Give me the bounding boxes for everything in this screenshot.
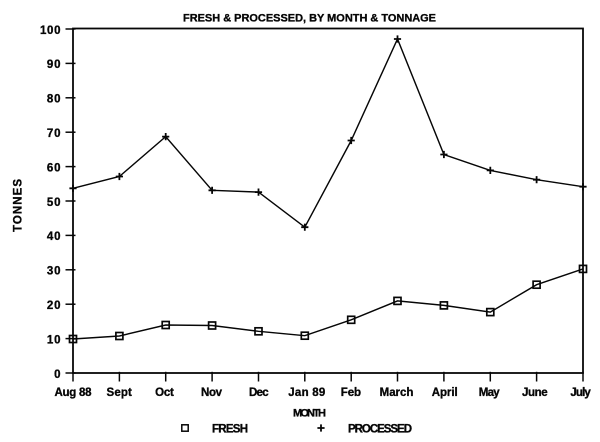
svg-text:FRESH: FRESH [212,423,248,435]
svg-text:March: March [380,387,414,399]
svg-text:80: 80 [47,94,61,106]
svg-text:April: April [432,387,458,399]
svg-text:Dec: Dec [249,387,269,399]
svg-text:50: 50 [47,197,61,209]
svg-text:FRESH & PROCESSED, BY MONTH &: FRESH & PROCESSED, BY MONTH & TONNAGE [183,12,436,24]
svg-text:Sept: Sept [107,387,133,399]
svg-text:PROCESSED: PROCESSED [348,423,412,435]
svg-text:10: 10 [47,334,61,346]
svg-text:June: June [522,387,548,399]
svg-text:Jan 89: Jan 89 [288,387,325,399]
svg-text:MONTH: MONTH [293,408,326,420]
svg-text:0: 0 [54,369,60,381]
svg-text:Nov: Nov [201,387,223,399]
svg-text:40: 40 [47,231,61,243]
svg-text:May: May [479,387,500,399]
svg-text:TONNES: TONNES [13,179,25,232]
svg-text:Aug 88: Aug 88 [55,387,93,399]
svg-text:60: 60 [47,162,61,174]
svg-text:20: 20 [47,300,61,312]
svg-text:90: 90 [47,59,61,71]
svg-text:70: 70 [47,128,61,140]
svg-text:Feb: Feb [341,387,361,399]
svg-text:30: 30 [47,266,61,278]
svg-text:July: July [570,387,591,399]
svg-text:100: 100 [40,25,61,37]
svg-text:Oct: Oct [155,387,174,399]
